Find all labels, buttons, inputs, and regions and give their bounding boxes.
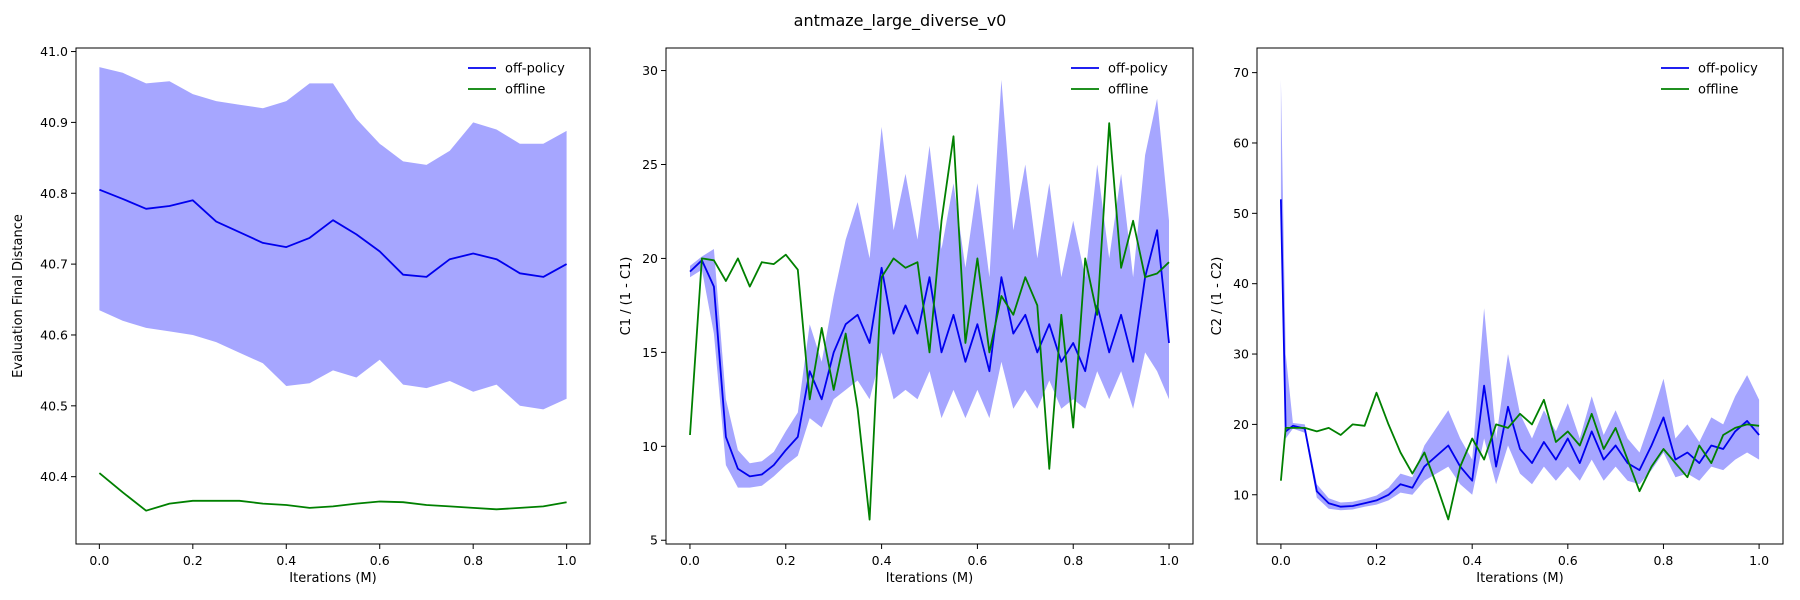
x-tick-label-2: 0.8 — [1063, 553, 1083, 568]
y-tick-label-1: 40.7 — [40, 257, 68, 272]
y-tick-label-3: 20 — [1233, 417, 1249, 432]
x-tick-label-3: 0.6 — [1558, 553, 1578, 568]
x-tick-label-2: 0.4 — [872, 553, 892, 568]
legend-label-off-policy-2: off-policy — [1108, 62, 1168, 77]
axes-frame-3 — [1256, 47, 1784, 545]
legend-label-offline-3: offline — [1698, 83, 1738, 98]
off-policy-band-2 — [690, 79, 1169, 488]
y-tick-label-2: 30 — [642, 63, 658, 78]
offline-line-1 — [98, 472, 567, 512]
x-tick-label-1: 0.6 — [370, 553, 390, 568]
x-tick-label-2: 0.2 — [776, 553, 796, 568]
legend-1: off-policy offline — [468, 62, 565, 98]
off-policy-band-1 — [99, 67, 567, 410]
y-axis-label-3: C2 / (1 - C2) — [1210, 257, 1225, 336]
off-policy-band-3 — [1280, 79, 1760, 511]
legend-label-off-policy-3: off-policy — [1698, 62, 1758, 77]
y-tick-label-3: 50 — [1233, 206, 1249, 221]
x-tick-label-3: 0.4 — [1462, 553, 1482, 568]
subplots: 0.0 0.2 0.4 0.6 0.8 1.0 40.4 40.5 40.6 40.7 40.8 40… — [11, 44, 1784, 586]
y-tick-label-1: 40.9 — [40, 115, 68, 130]
figure-title: antmaze_large_diverse_v0 — [794, 11, 1007, 31]
x-tick-label-1: 0.8 — [463, 553, 483, 568]
y-tick-label-1: 40.8 — [40, 186, 68, 201]
y-tick-label-3: 40 — [1233, 276, 1249, 291]
x-tick-label-1: 1.0 — [557, 553, 577, 568]
y-axis-label-2: C1 / (1 - C1) — [619, 257, 634, 336]
x-tick-label-1: 0.0 — [89, 553, 109, 568]
legend-label-offline-2: offline — [1108, 83, 1148, 98]
y-tick-label-1: 40.5 — [40, 398, 68, 413]
x-axis-label-1: Iterations (M) — [289, 571, 376, 586]
subplot-1: 0.0 0.2 0.4 0.6 0.8 1.0 40.4 40.5 40.6 40.7 40.8 40… — [11, 44, 591, 586]
off-policy-line-1 — [99, 188, 568, 278]
axes-frame-2 — [665, 47, 1194, 545]
y-tick-label-2: 20 — [642, 251, 658, 266]
y-tick-label-1: 40.6 — [40, 327, 68, 342]
legend-2: off-policy offline — [1071, 62, 1168, 98]
x-tick-label-3: 0.0 — [1271, 553, 1291, 568]
axes-frame-1 — [75, 47, 591, 545]
y-tick-label-3: 30 — [1233, 347, 1249, 362]
off-policy-line-3 — [1280, 199, 1760, 508]
x-tick-label-3: 1.0 — [1749, 553, 1769, 568]
x-tick-label-2: 1.0 — [1159, 553, 1179, 568]
legend-3: off-policy offline — [1661, 62, 1758, 98]
x-tick-label-3: 0.8 — [1654, 553, 1674, 568]
off-policy-line-2 — [689, 229, 1170, 478]
y-tick-label-3: 70 — [1233, 65, 1249, 80]
legend-label-offline-1: offline — [505, 83, 545, 98]
y-tick-label-2: 5 — [650, 533, 658, 548]
y-tick-label-2: 25 — [642, 157, 658, 172]
y-tick-label-3: 60 — [1233, 135, 1249, 150]
offline-line-2 — [689, 122, 1170, 521]
offline-line-3 — [1280, 391, 1760, 521]
legend-label-off-policy-1: off-policy — [505, 62, 565, 77]
x-tick-label-3: 0.2 — [1367, 553, 1387, 568]
x-tick-label-1: 0.4 — [276, 553, 296, 568]
y-tick-label-2: 10 — [642, 439, 658, 454]
subplot-3: 0.0 0.2 0.4 0.6 0.8 1.0 10 20 30 40 50 60 70 Iteratio… — [1210, 47, 1784, 586]
x-tick-label-2: 0.0 — [680, 553, 700, 568]
x-tick-label-1: 0.2 — [183, 553, 203, 568]
y-axis-label-1: Evaluation Final Distance — [11, 214, 26, 378]
x-tick-label-2: 0.6 — [967, 553, 987, 568]
x-axis-label-3: Iterations (M) — [1476, 571, 1563, 586]
y-tick-label-1: 40.4 — [40, 469, 68, 484]
subplot-2: 0.0 0.2 0.4 0.6 0.8 1.0 5 10 15 20 25 30 Iterations … — [619, 47, 1194, 586]
x-axis-label-2: Iterations (M) — [886, 571, 973, 586]
y-tick-label-2: 15 — [642, 345, 658, 360]
y-tick-label-3: 10 — [1233, 487, 1249, 502]
y-tick-label-1: 41.0 — [40, 44, 68, 59]
